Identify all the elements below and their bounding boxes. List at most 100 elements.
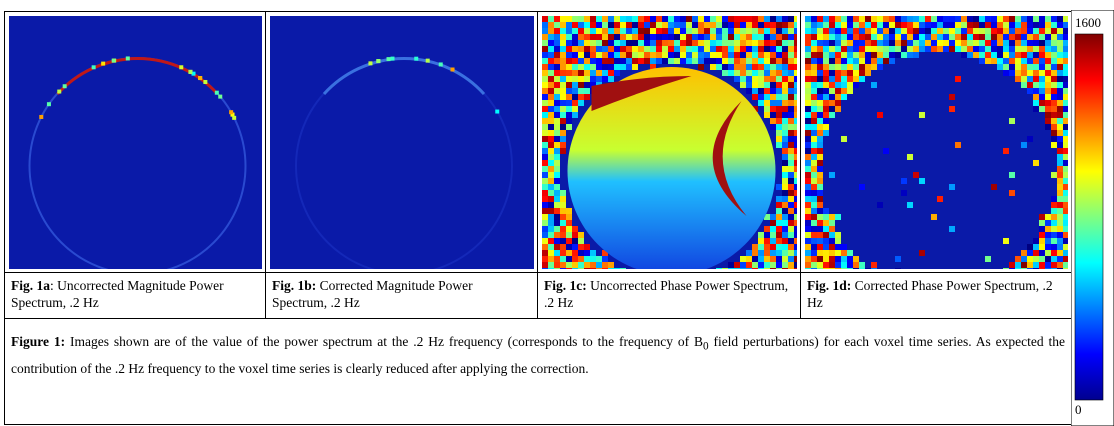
noise-pixel [542, 190, 548, 196]
noise-pixel [788, 16, 794, 22]
noise-pixel [542, 154, 548, 160]
noise-pixel [1039, 262, 1045, 268]
noise-pixel [632, 40, 638, 46]
noise-pixel [710, 40, 716, 46]
noise-pixel [1051, 106, 1057, 112]
noise-pixel [871, 268, 877, 269]
noise-pixel [1021, 46, 1027, 52]
noise-pixel [758, 256, 764, 262]
noise-pixel [805, 148, 811, 154]
noise-pixel [728, 70, 734, 76]
noise-pixel [590, 22, 596, 28]
noise-pixel [811, 22, 817, 28]
noise-pixel [1063, 52, 1068, 58]
noise-pixel [554, 196, 560, 202]
noise-pixel [560, 262, 566, 268]
noise-pixel [602, 256, 608, 262]
noise-pixel [560, 52, 566, 58]
noise-pixel [859, 52, 865, 58]
noise-pixel [770, 124, 776, 130]
noise-pixel [1063, 58, 1068, 64]
noise-pixel [1039, 70, 1045, 76]
noise-pixel [608, 40, 614, 46]
noise-pixel [1045, 124, 1051, 130]
figure-text: Images shown are of the value of the pow… [65, 334, 703, 349]
noise-pixel [794, 244, 797, 250]
noise-pixel [572, 64, 578, 70]
noise-pixel [734, 28, 740, 34]
noise-pixel [1033, 88, 1039, 94]
noise-pixel [578, 238, 584, 244]
noise-pixel [542, 232, 548, 238]
noise-pixel [782, 238, 788, 244]
noise-pixel [967, 28, 973, 34]
noise-pixel [656, 16, 662, 22]
noise-pixel [626, 52, 632, 58]
noise-pixel [794, 94, 797, 100]
noise-pixel [758, 52, 764, 58]
noise-pixel [817, 172, 823, 178]
noise-pixel [1051, 196, 1057, 202]
noise-pixel [578, 262, 584, 268]
noise-pixel [590, 64, 596, 70]
noise-pixel [937, 22, 943, 28]
noise-pixel [770, 40, 776, 46]
noise-pixel [985, 28, 991, 34]
noise-pixel [746, 76, 752, 82]
noise-pixel [853, 16, 859, 22]
noise-pixel [758, 232, 764, 238]
noise-pixel [770, 118, 776, 124]
noise-pixel [596, 76, 602, 82]
noise-pixel [817, 118, 823, 124]
noise-pixel [554, 244, 560, 250]
noise-pixel [788, 244, 794, 250]
noise-pixel [542, 256, 548, 262]
noise-pixel [572, 88, 578, 94]
noise-pixel [542, 70, 548, 76]
noise-pixel [782, 220, 788, 226]
speckle [46, 102, 51, 107]
noise-pixel [1003, 64, 1009, 70]
noise-pixel [722, 70, 728, 76]
noise-pixel [554, 166, 560, 172]
noise-pixel [572, 250, 578, 256]
noise-pixel [560, 226, 566, 232]
noise-pixel [1015, 46, 1021, 52]
noise-pixel [698, 34, 704, 40]
noise-pixel [578, 22, 584, 28]
noise-pixel [967, 34, 973, 40]
subscript: 0 [702, 340, 709, 353]
noise-pixel [632, 28, 638, 34]
noise-pixel [548, 184, 554, 190]
noise-pixel [578, 88, 584, 94]
noise-pixel [698, 22, 704, 28]
noise-pixel [620, 34, 626, 40]
noise-pixel [770, 46, 776, 52]
noise-pixel [590, 76, 596, 82]
noise-pixel [542, 100, 548, 106]
noise-pixel [859, 22, 865, 28]
noise-pixel [817, 184, 823, 190]
noise-pixel [1033, 238, 1039, 244]
noise-pixel [871, 28, 877, 34]
noise-pixel [638, 40, 644, 46]
noise-pixel [913, 52, 919, 58]
noise-pixel [788, 136, 794, 142]
noise-pixel [1051, 82, 1057, 88]
noise-pixel [1063, 196, 1068, 202]
noise-pixel [1021, 16, 1027, 22]
noise-pixel [710, 16, 716, 22]
noise-pixel [931, 22, 937, 28]
noise-pixel [788, 52, 794, 58]
noise-pixel [572, 232, 578, 238]
noise-pixel [548, 190, 554, 196]
noise-pixel [979, 16, 985, 22]
noise-pixel [955, 46, 961, 52]
noise-pixel [662, 34, 668, 40]
noise-pixel [1063, 256, 1068, 262]
noise-pixel [805, 196, 811, 202]
noise-pixel [943, 16, 949, 22]
noise-pixel [835, 262, 841, 268]
noise-pixel [1027, 16, 1033, 22]
noise-pixel [1045, 262, 1051, 268]
